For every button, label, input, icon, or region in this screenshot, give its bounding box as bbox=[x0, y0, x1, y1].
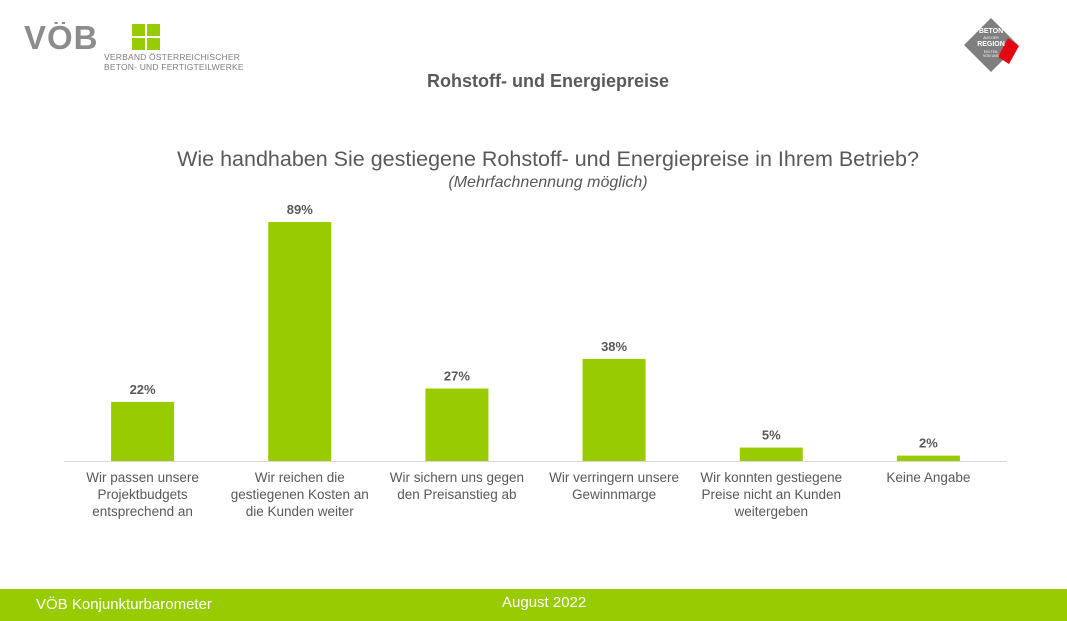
category-label-line: entsprechend an bbox=[92, 504, 193, 519]
category-label-line: gestiegenen Kosten an bbox=[231, 487, 369, 502]
category-label-line: Preise nicht an Kunden bbox=[701, 487, 841, 502]
category-label-line: Wir verringern unsere bbox=[549, 470, 679, 485]
category-label-line: Wir sichern uns gegen bbox=[390, 470, 524, 485]
bar-6 bbox=[896, 455, 960, 461]
footer-bar: VÖB Konjunkturbarometer August 2022 bbox=[0, 589, 1067, 621]
chart-title: Wie handhaben Sie gestiegene Rohstoff- u… bbox=[177, 147, 919, 171]
org-name-line2: BETON- UND FERTIGTEILWERKE bbox=[104, 62, 244, 72]
category-label-4: Wir verringern unsere Gewinnmarge bbox=[549, 470, 679, 502]
category-label-3: Wir sichern uns gegen den Preisanstieg ab bbox=[390, 470, 524, 502]
data-label-5: 5% bbox=[762, 428, 781, 443]
category-label-line: Gewinnmarge bbox=[572, 487, 656, 502]
category-label-2: Wir reichen die gestiegenen Kosten an die … bbox=[231, 470, 369, 519]
bar-5 bbox=[739, 447, 803, 461]
svg-text:VON UNS: VON UNS bbox=[983, 54, 1000, 58]
category-label-line: die Kunden weiter bbox=[246, 504, 355, 519]
data-label-4: 38% bbox=[601, 339, 627, 354]
bar-chart: 22% Wir passen unsere Projektbudgets entspr… bbox=[64, 202, 1007, 519]
svg-text:AUS DER: AUS DER bbox=[983, 36, 999, 40]
data-label-1: 22% bbox=[130, 382, 156, 397]
category-label-line: den Preisanstieg ab bbox=[397, 487, 516, 502]
voeb-logo-letters: VÖB bbox=[24, 22, 99, 52]
data-label-3: 27% bbox=[444, 368, 470, 383]
category-label-line: Wir passen unsere bbox=[86, 470, 199, 485]
category-label-6: Keine Angabe bbox=[886, 470, 970, 485]
org-name-line1: VERBAND ÖSTERREICHISCHER bbox=[104, 52, 241, 62]
svg-text:EIN TEIL: EIN TEIL bbox=[984, 50, 998, 54]
data-label-6: 2% bbox=[919, 436, 938, 451]
category-label-line: Wir konnten gestiegene bbox=[700, 470, 842, 485]
footer-title: VÖB Konjunkturbarometer bbox=[36, 596, 212, 613]
data-label-2: 89% bbox=[287, 202, 313, 217]
chart-subtitle: (Mehrfachnennung möglich) bbox=[448, 174, 648, 191]
voeb-logo-mark: VÖB bbox=[24, 22, 160, 52]
footer-date: August 2022 bbox=[502, 594, 587, 611]
org-name: VERBAND ÖSTERREICHISCHER BETON- UND FERT… bbox=[104, 52, 244, 72]
category-label-1: Wir passen unsere Projektbudgets entsprech… bbox=[86, 470, 199, 519]
category-label-line: Keine Angabe bbox=[886, 470, 970, 485]
voeb-logo-squares bbox=[132, 24, 160, 50]
category-label-line: Wir reichen die bbox=[255, 470, 345, 485]
category-label-5: Wir konnten gestiegene Preise nicht an Ku… bbox=[700, 470, 842, 519]
category-label-line: Projektbudgets bbox=[98, 487, 188, 502]
bar-2 bbox=[268, 222, 332, 461]
beton-region-badge: BETON AUS DER REGION EIN TEIL VON UNS bbox=[964, 18, 1019, 72]
bar-3 bbox=[425, 388, 489, 461]
category-label-line: weitergeben bbox=[733, 504, 808, 519]
bar-4 bbox=[582, 358, 646, 461]
voeb-logo: VÖB VERBAND ÖSTERREICHISCHER BETON- UND … bbox=[24, 22, 244, 74]
slide-title: Rohstoff- und Energiepreise bbox=[426, 71, 669, 91]
svg-text:BETON: BETON bbox=[979, 28, 1003, 35]
svg-text:REGION: REGION bbox=[977, 41, 1005, 48]
bar-1 bbox=[111, 401, 175, 461]
